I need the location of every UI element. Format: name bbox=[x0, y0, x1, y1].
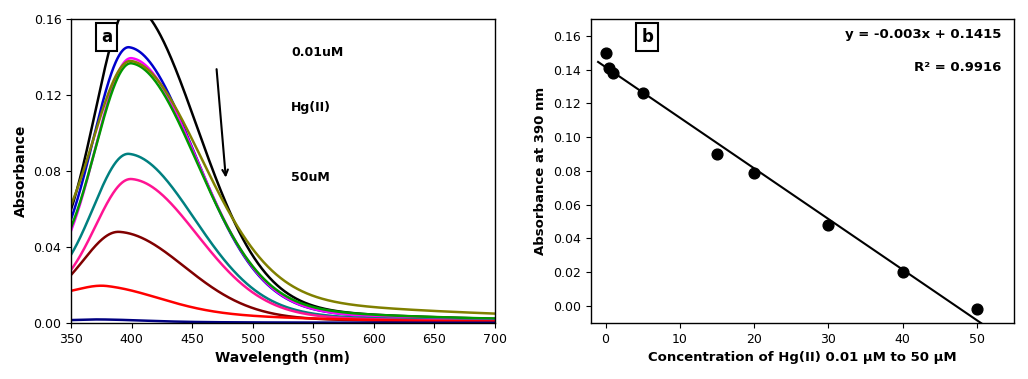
Point bbox=[708, 151, 725, 157]
Text: R² = 0.9916: R² = 0.9916 bbox=[914, 61, 1001, 74]
Text: b: b bbox=[641, 28, 654, 46]
Text: a: a bbox=[101, 28, 112, 46]
Point bbox=[604, 70, 621, 76]
X-axis label: Concentration of Hg(II) 0.01 μM to 50 μM: Concentration of Hg(II) 0.01 μM to 50 μM bbox=[648, 351, 957, 364]
Point bbox=[820, 222, 837, 228]
Point bbox=[634, 90, 651, 96]
Text: 50uM: 50uM bbox=[291, 171, 330, 184]
X-axis label: Wavelength (nm): Wavelength (nm) bbox=[216, 351, 351, 365]
Point bbox=[746, 169, 763, 175]
Text: Hg(II): Hg(II) bbox=[291, 101, 331, 114]
Point bbox=[601, 65, 618, 71]
Point bbox=[968, 306, 985, 312]
Point bbox=[597, 50, 614, 56]
Y-axis label: Absorbance at 390 nm: Absorbance at 390 nm bbox=[535, 87, 547, 255]
Y-axis label: Absorbance: Absorbance bbox=[14, 125, 28, 217]
Text: y = -0.003x + 0.1415: y = -0.003x + 0.1415 bbox=[845, 28, 1001, 41]
Text: 0.01uM: 0.01uM bbox=[291, 46, 343, 59]
Point bbox=[894, 269, 911, 275]
